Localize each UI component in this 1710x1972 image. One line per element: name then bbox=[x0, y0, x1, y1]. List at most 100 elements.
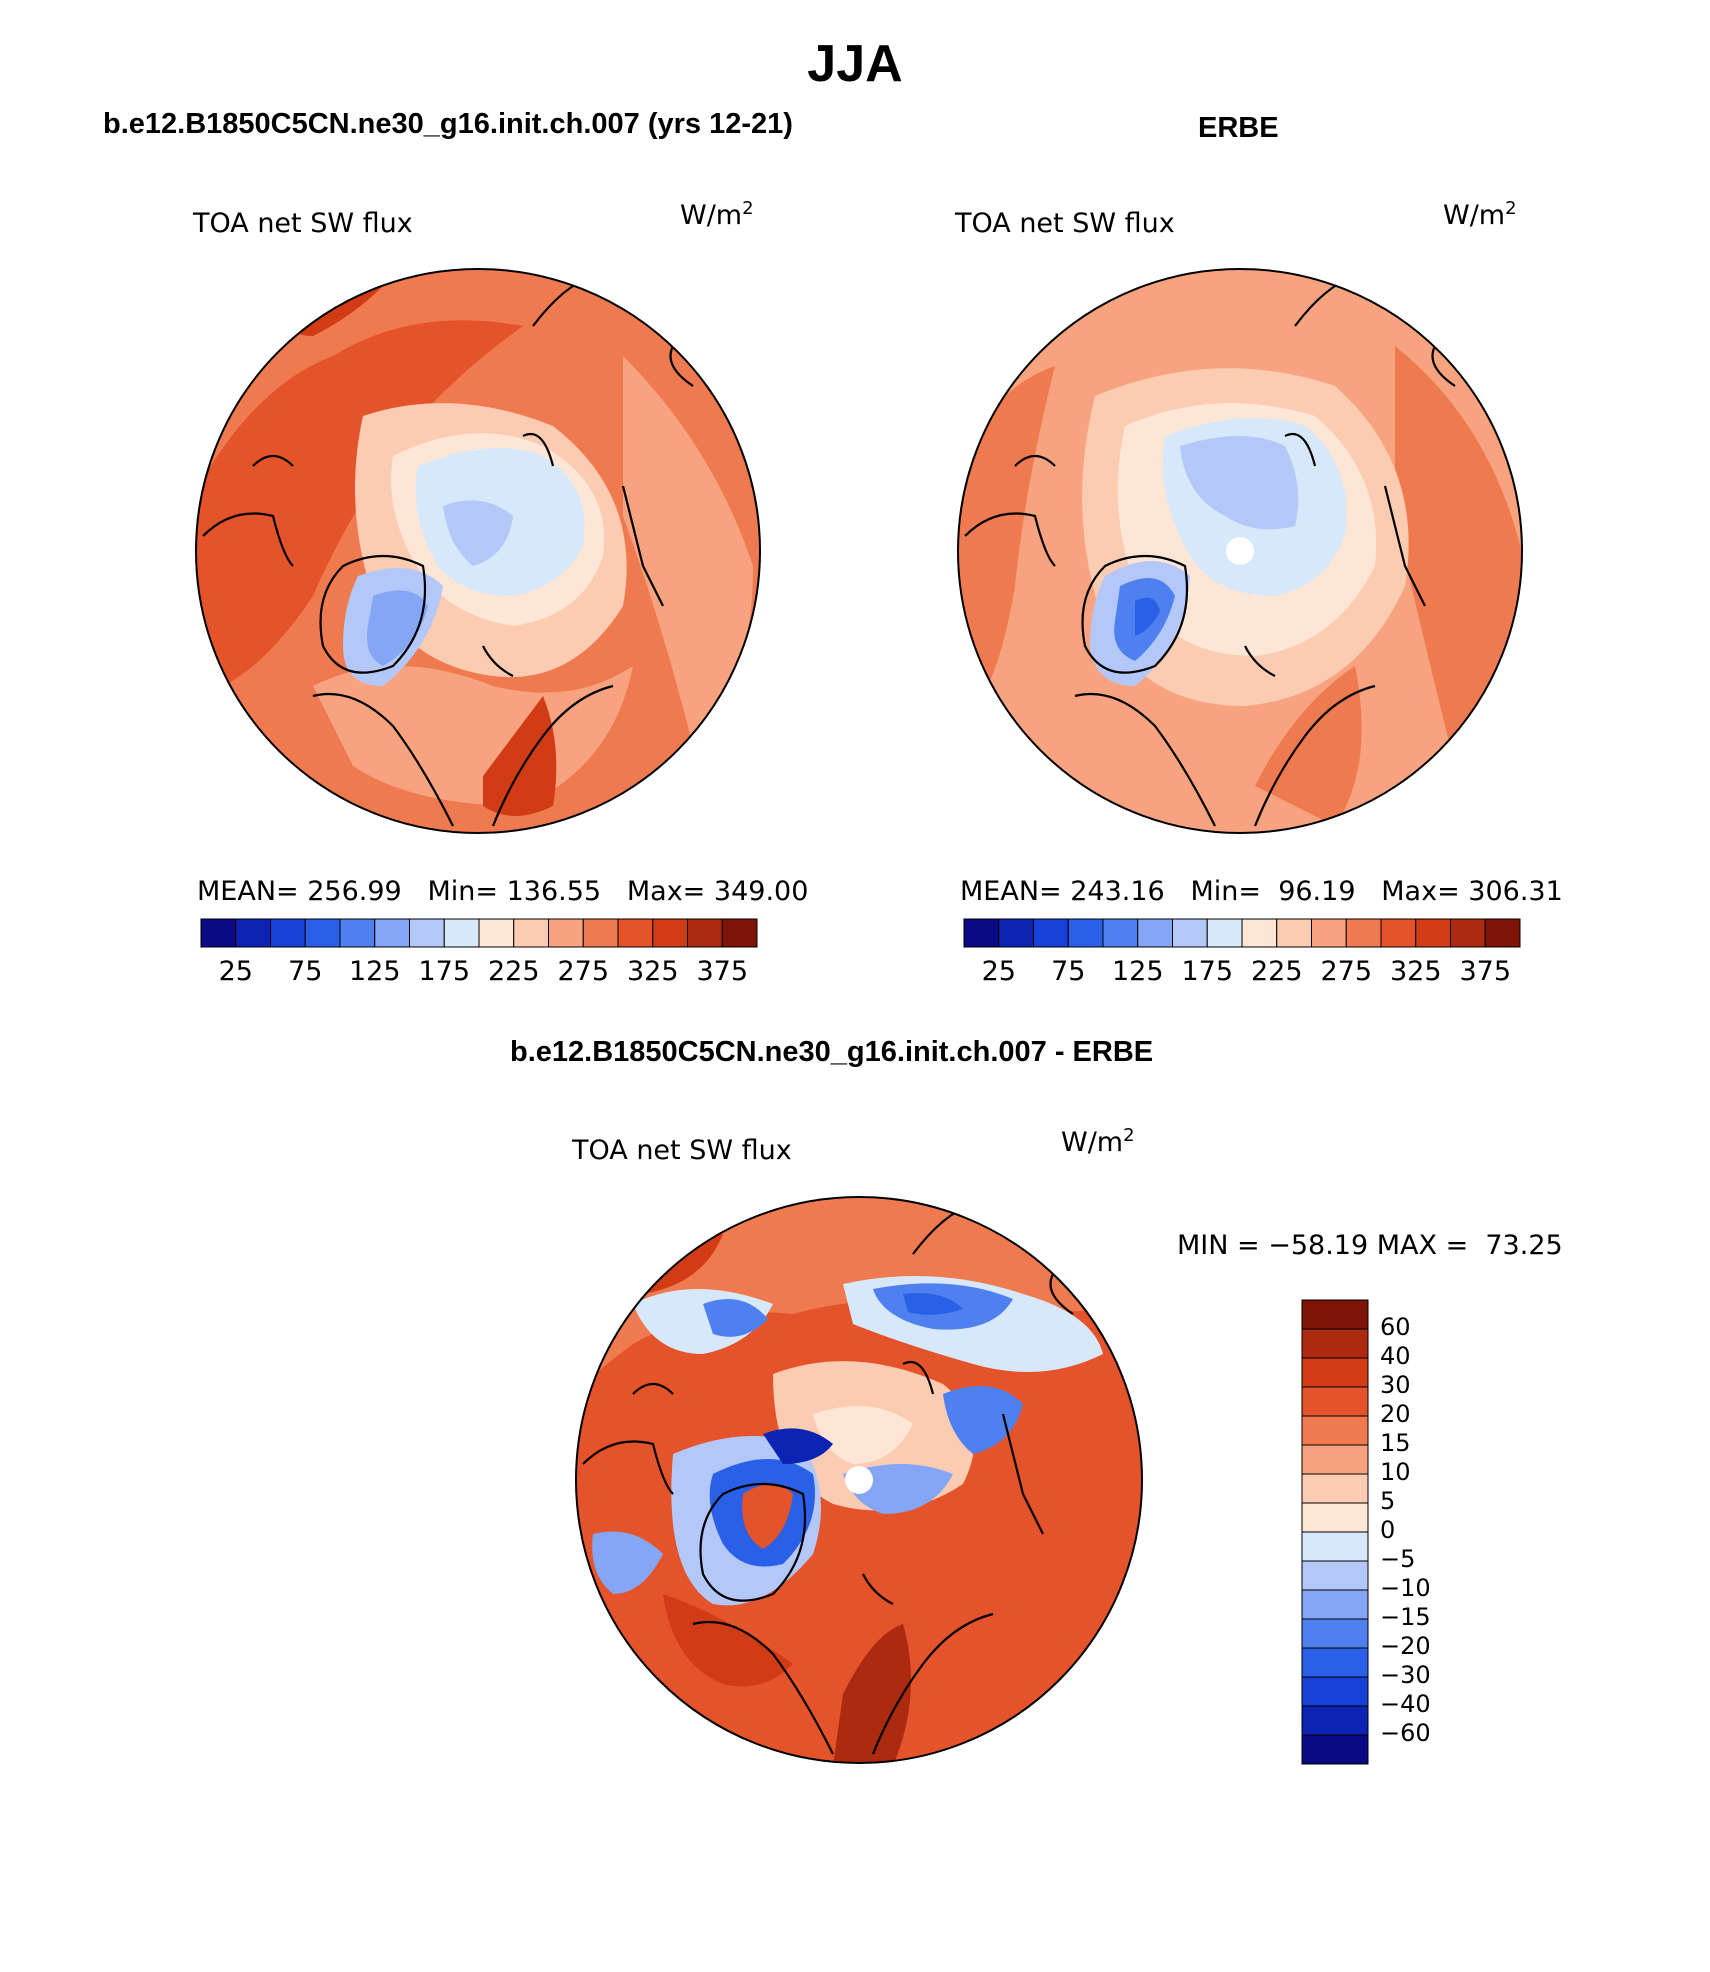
colorbar-swatch bbox=[687, 918, 723, 948]
panel2-title: ERBE bbox=[1198, 112, 1279, 144]
panel1-units-base: W/m bbox=[680, 200, 743, 231]
colorbar-tick-label: 375 bbox=[1459, 956, 1512, 987]
panel3-colorbar-ticks: 60 40 30 20 15 10 5 0 −5 −10 −15 −20 −30 −40 −60 bbox=[1380, 1300, 1460, 1764]
colorbar-swatch bbox=[1301, 1589, 1369, 1620]
panel1-variable-label: TOA net SW flux bbox=[193, 208, 413, 239]
panel1-coastlines bbox=[252, 433, 555, 677]
panel2-max-label: Max= bbox=[1381, 876, 1460, 907]
colorbar-swatch bbox=[1311, 918, 1347, 948]
panel2-variable-label: TOA net SW flux bbox=[955, 208, 1175, 239]
colorbar-swatch bbox=[1301, 1676, 1369, 1707]
panel3-coastlines bbox=[582, 1202, 1074, 1755]
colorbar-swatch bbox=[1301, 1734, 1369, 1765]
colorbar-tick-label: 325 bbox=[626, 956, 679, 987]
panel2-field-region bbox=[1135, 597, 1160, 636]
colorbar-tick-label: 125 bbox=[348, 956, 401, 987]
colorbar-tick-label: 225 bbox=[1250, 956, 1303, 987]
panel3-field-region bbox=[833, 1624, 911, 1763]
colorbar-swatch bbox=[1301, 1328, 1369, 1359]
panel2-field-region bbox=[1180, 436, 1299, 530]
colorbar-swatch bbox=[304, 918, 341, 948]
panel3-units-base: W/m bbox=[1061, 1127, 1124, 1158]
colorbar-tick-label: −60 bbox=[1380, 1719, 1431, 1747]
colorbar-swatch bbox=[1301, 1415, 1369, 1446]
colorbar-tick-label: −5 bbox=[1380, 1545, 1416, 1573]
colorbar-swatch bbox=[1301, 1357, 1369, 1388]
figure-title: JJA bbox=[807, 35, 903, 93]
colorbar-tick-label: 10 bbox=[1380, 1458, 1411, 1486]
panel3-field-region bbox=[813, 1406, 913, 1464]
colorbar-swatch bbox=[652, 918, 688, 948]
panel1-field-region bbox=[443, 500, 513, 566]
panel3-field-region bbox=[592, 1531, 663, 1594]
colorbar-swatch bbox=[1301, 1444, 1369, 1475]
panel3-units-exp: 2 bbox=[1123, 1125, 1135, 1146]
panel2-max-value: 306.31 bbox=[1468, 876, 1563, 907]
panel2-min-value: 96.19 bbox=[1278, 876, 1356, 907]
colorbar-swatch bbox=[1301, 1299, 1369, 1330]
colorbar-swatch bbox=[582, 918, 619, 948]
panel1-field-region bbox=[196, 320, 523, 696]
panel1-map-border bbox=[195, 268, 761, 834]
panel3-polar-map bbox=[575, 1196, 1143, 1764]
panel1-stats: MEAN= 256.99 Min= 136.55 Max= 349.00 bbox=[197, 876, 808, 907]
panel3-map-border bbox=[575, 1196, 1143, 1764]
colorbar-swatch bbox=[235, 918, 271, 948]
panel2-coastlines bbox=[964, 274, 1456, 827]
panel3-field-region bbox=[703, 1299, 768, 1337]
colorbar-tick-label: 225 bbox=[487, 956, 540, 987]
colorbar-swatch bbox=[1206, 918, 1243, 948]
colorbar-swatch bbox=[998, 918, 1034, 948]
panel1-colorbar-ticks: 25 75 125 175 225 275 325 375 bbox=[201, 956, 757, 988]
panel1-mean-value: 256.99 bbox=[307, 876, 402, 907]
colorbar-swatch bbox=[548, 918, 584, 948]
colorbar-tick-label: 40 bbox=[1380, 1342, 1411, 1370]
panel3-missing-pole bbox=[845, 1466, 873, 1494]
panel1-polar-map bbox=[195, 268, 761, 834]
colorbar-tick-label: 60 bbox=[1380, 1313, 1411, 1341]
colorbar-tick-label: 275 bbox=[1320, 956, 1373, 987]
colorbar-swatch bbox=[339, 918, 376, 948]
colorbar-tick-label: 20 bbox=[1380, 1400, 1411, 1428]
colorbar-swatch bbox=[1484, 918, 1521, 948]
colorbar-swatch bbox=[1137, 918, 1173, 948]
panel3-field-region bbox=[943, 1386, 1023, 1454]
panel2-units-base: W/m bbox=[1443, 200, 1506, 231]
colorbar-tick-label: 75 bbox=[288, 956, 323, 987]
panel2-missing-pole bbox=[1226, 537, 1254, 565]
panel2-stats: MEAN= 243.16 Min= 96.19 Max= 306.31 bbox=[960, 876, 1563, 907]
panel2-mean-value: 243.16 bbox=[1070, 876, 1165, 907]
colorbar-swatch bbox=[1102, 918, 1139, 948]
panel3-variable-label: TOA net SW flux bbox=[572, 1135, 792, 1166]
panel1-min-label: Min= bbox=[427, 876, 499, 907]
panel1-min-value: 136.55 bbox=[506, 876, 602, 907]
colorbar-swatch bbox=[1301, 1386, 1369, 1417]
panel2-map-border bbox=[957, 268, 1523, 834]
colorbar-tick-label: 325 bbox=[1389, 956, 1442, 987]
colorbar-swatch bbox=[1301, 1705, 1369, 1736]
colorbar-tick-label: 175 bbox=[1181, 956, 1234, 987]
colorbar-swatch bbox=[721, 918, 758, 948]
panel3-coastlines bbox=[632, 1361, 935, 1605]
colorbar-swatch bbox=[617, 918, 654, 948]
panel3-field-region bbox=[742, 1484, 793, 1549]
panel1-field-region bbox=[483, 696, 557, 816]
colorbar-tick-label: 125 bbox=[1111, 956, 1164, 987]
panel1-field-region bbox=[367, 590, 428, 666]
panel2-coastlines bbox=[1014, 433, 1317, 677]
panel3-units: W/m2 bbox=[1061, 1125, 1135, 1158]
panel2-field-region bbox=[1395, 346, 1522, 766]
panel1-title: b.e12.B1850C5CN.ne30_g16.init.ch.007 (yr… bbox=[103, 108, 793, 140]
panel3-title: b.e12.B1850C5CN.ne30_g16.init.ch.007 - E… bbox=[510, 1036, 1154, 1068]
colorbar-swatch bbox=[1301, 1473, 1369, 1504]
colorbar-tick-label: 275 bbox=[557, 956, 610, 987]
colorbar-tick-label: 25 bbox=[981, 956, 1016, 987]
colorbar-swatch bbox=[963, 918, 1000, 948]
colorbar-swatch bbox=[1301, 1647, 1369, 1678]
colorbar-tick-label: 25 bbox=[218, 956, 253, 987]
colorbar-swatch bbox=[1345, 918, 1382, 948]
colorbar-tick-label: 375 bbox=[696, 956, 749, 987]
panel2-colorbar-ticks: 25 75 125 175 225 275 325 375 bbox=[964, 956, 1520, 988]
colorbar-swatch bbox=[1241, 918, 1278, 948]
panel2-units-exp: 2 bbox=[1505, 198, 1517, 219]
